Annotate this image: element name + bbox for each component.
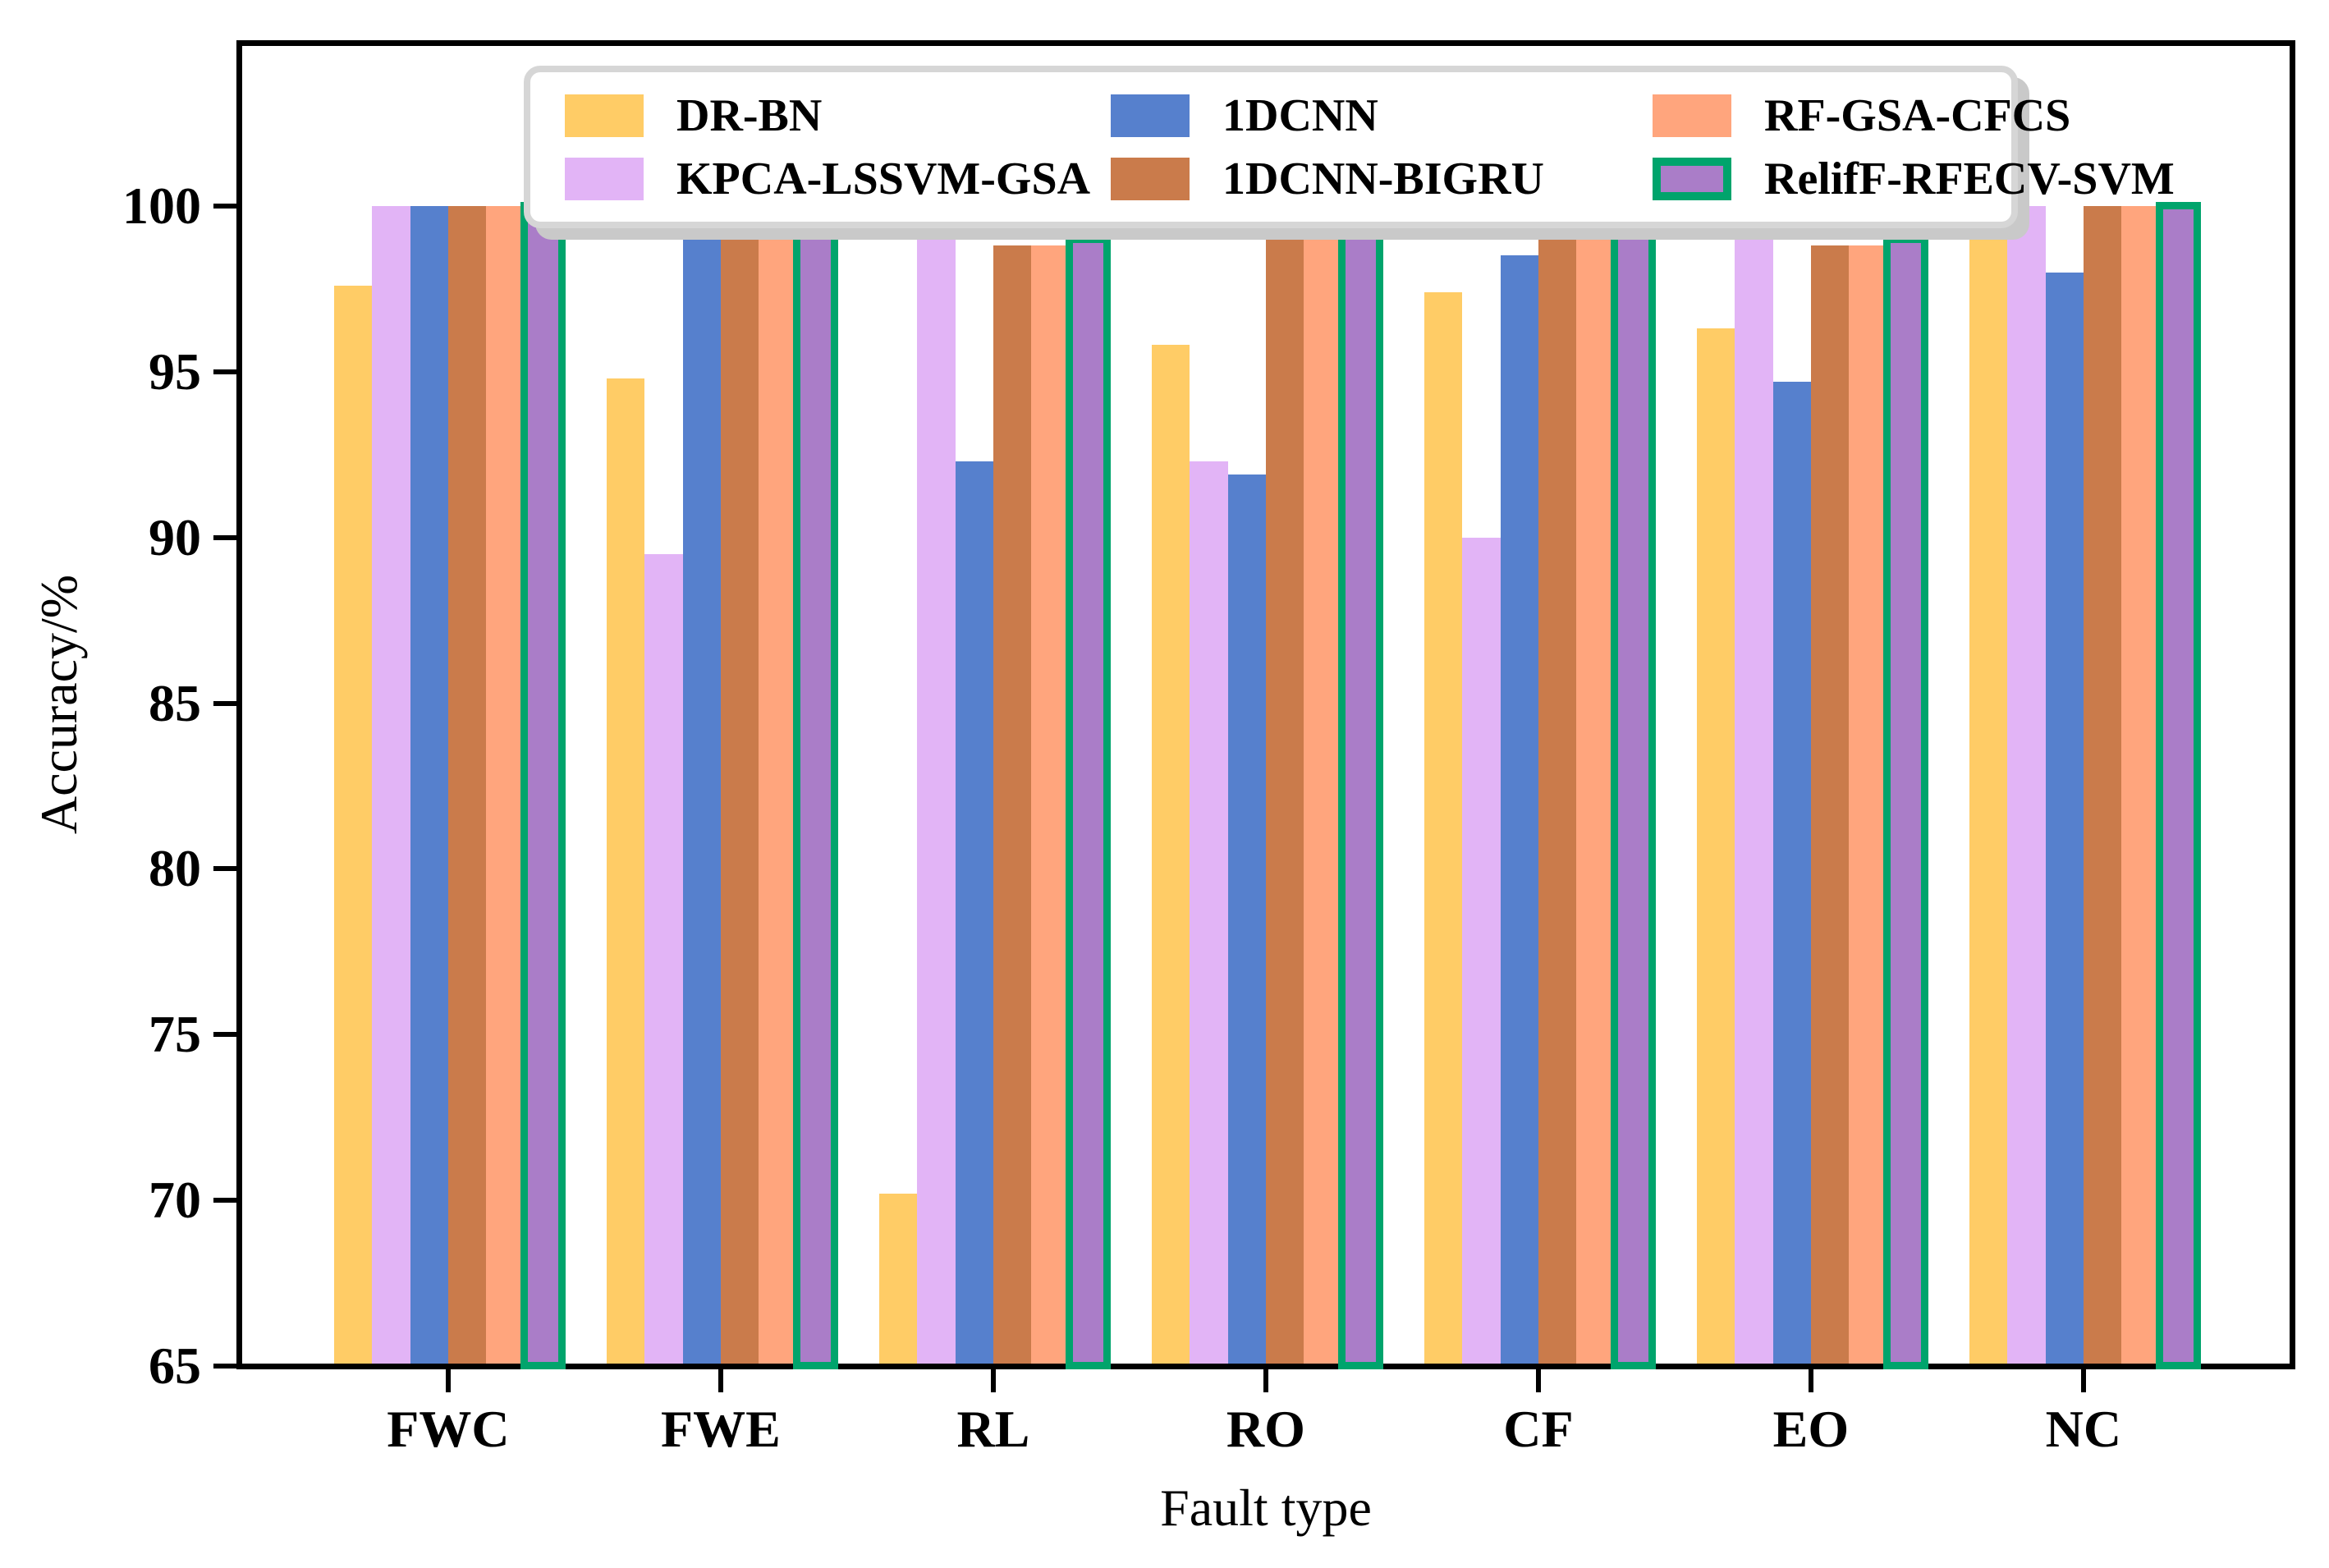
- bar-1dcnn-rl: [955, 461, 993, 1366]
- bar-1dcnn-bigru-ro: [1265, 226, 1304, 1366]
- bar-rf-gsa-cfcs-cf: [1576, 205, 1615, 1366]
- bar-kpca-lssvm-gsa-rl: [917, 205, 956, 1366]
- bar-reliff-rfecv-svm-eo: [1883, 235, 1929, 1370]
- x-tick-mark: [2080, 1369, 2086, 1392]
- legend-swatch-icon: [1111, 94, 1190, 137]
- bar-dr-bn-rl: [879, 1194, 918, 1366]
- x-tick-mark: [1535, 1369, 1541, 1392]
- bar-1dcnn-nc: [2045, 272, 2084, 1366]
- bar-reliff-rfecv-svm-rl: [1066, 235, 1112, 1370]
- bar-reliff-rfecv-svm-ro: [1338, 205, 1384, 1370]
- bar-rf-gsa-cfcs-eo: [1849, 245, 1887, 1366]
- y-tick-mark: [213, 866, 236, 872]
- x-tick-mark: [1263, 1369, 1268, 1392]
- legend-label: 1DCNN-BIGRU: [1222, 153, 1544, 204]
- y-tick-mark: [213, 203, 236, 209]
- y-tick-label: 75: [149, 1005, 201, 1064]
- y-tick-mark: [213, 534, 236, 540]
- bar-1dcnn-ro: [1227, 474, 1266, 1366]
- legend-swatch-icon: [1111, 157, 1190, 200]
- bar-rf-gsa-cfcs-nc: [2121, 205, 2160, 1366]
- bar-1dcnn-eo: [1772, 381, 1811, 1366]
- bar-1dcnn-bigru-nc: [2083, 205, 2122, 1366]
- legend-label: RF-GSA-CFCS: [1764, 89, 2071, 141]
- y-tick-label: 95: [149, 342, 201, 401]
- y-tick-label: 70: [149, 1171, 201, 1230]
- legend-label: 1DCNN: [1222, 89, 1378, 141]
- legend-item-dr-bn: DR-BN: [565, 91, 1111, 140]
- bar-dr-bn-eo: [1697, 328, 1735, 1366]
- legend-swatch-icon: [565, 94, 644, 137]
- y-tick-label: 85: [149, 673, 201, 732]
- bar-1dcnn-bigru-eo: [1810, 245, 1850, 1366]
- bar-rf-gsa-cfcs-fwc: [486, 205, 525, 1366]
- legend-swatch-icon: [1653, 157, 1731, 200]
- bar-1dcnn-fwe: [682, 212, 721, 1366]
- bar-kpca-lssvm-gsa-eo: [1735, 205, 1773, 1366]
- bar-dr-bn-nc: [1969, 239, 2008, 1366]
- x-tick-label-fwe: FWE: [661, 1400, 781, 1458]
- x-tick-mark: [990, 1369, 996, 1392]
- y-tick-mark: [213, 1198, 236, 1204]
- bar-kpca-lssvm-gsa-fwe: [644, 553, 683, 1366]
- y-tick-mark: [213, 700, 236, 706]
- bar-kpca-lssvm-gsa-fwc: [372, 205, 410, 1366]
- x-tick-mark: [1808, 1369, 1813, 1392]
- y-axis-title: Accuracy/%: [30, 574, 88, 835]
- legend-item-1dcnn: 1DCNN: [1111, 91, 1653, 140]
- legend-item-rf-gsa-cfcs: RF-GSA-CFCS: [1653, 91, 2175, 140]
- y-tick-mark: [213, 1032, 236, 1038]
- bar-1dcnn-bigru-cf: [1538, 205, 1577, 1366]
- bar-reliff-rfecv-svm-cf: [1611, 205, 1657, 1370]
- bar-rf-gsa-cfcs-rl: [1031, 245, 1070, 1366]
- x-tick-label-cf: CF: [1503, 1400, 1574, 1458]
- x-tick-label-ro: RO: [1226, 1400, 1305, 1458]
- legend-label: KPCA-LSSVM-GSA: [676, 153, 1091, 204]
- bar-dr-bn-ro: [1152, 345, 1190, 1366]
- bar-rf-gsa-cfcs-ro: [1304, 226, 1342, 1366]
- x-tick-mark: [717, 1369, 723, 1392]
- y-tick-mark: [213, 369, 236, 374]
- x-tick-label-eo: EO: [1772, 1400, 1850, 1458]
- y-tick-label: 65: [149, 1336, 201, 1395]
- x-tick-mark: [445, 1369, 451, 1392]
- bar-rf-gsa-cfcs-fwe: [759, 205, 797, 1366]
- x-tick-label-fwc: FWC: [387, 1400, 510, 1458]
- bar-1dcnn-bigru-fwe: [720, 205, 759, 1366]
- bar-reliff-rfecv-svm-fwe: [793, 202, 839, 1370]
- y-tick-label: 100: [122, 176, 201, 235]
- bar-dr-bn-fwe: [607, 378, 645, 1366]
- bar-dr-bn-cf: [1424, 291, 1463, 1366]
- bar-kpca-lssvm-gsa-cf: [1462, 537, 1501, 1366]
- legend-label: DR-BN: [676, 89, 823, 141]
- legend: DR-BN KPCA-LSSVM-GSA 1DCNN 1DCNN-BIGRU RF-GS…: [524, 66, 2175, 228]
- bar-1dcnn-bigru-fwc: [447, 205, 487, 1366]
- legend-item-kpca-lssvm-gsa: KPCA-LSSVM-GSA: [565, 154, 1111, 204]
- x-tick-label-rl: RL: [956, 1400, 1030, 1458]
- legend-label: RelifF-RFECV-SVM: [1764, 153, 2175, 204]
- bar-reliff-rfecv-svm-fwc: [520, 202, 566, 1370]
- bar-reliff-rfecv-svm-nc: [2156, 202, 2202, 1370]
- y-tick-label: 80: [149, 839, 201, 898]
- bar-kpca-lssvm-gsa-nc: [2007, 205, 2046, 1366]
- y-tick-label: 90: [149, 507, 201, 566]
- legend-swatch-icon: [1653, 94, 1731, 137]
- bar-1dcnn-bigru-rl: [993, 245, 1032, 1366]
- x-tick-label-nc: NC: [2045, 1400, 2122, 1458]
- y-tick-mark: [213, 1364, 236, 1369]
- x-axis-title: Fault type: [1160, 1479, 1372, 1537]
- bar-1dcnn-fwc: [410, 205, 448, 1366]
- legend-item-reliff-rfecv-svm: RelifF-RFECV-SVM: [1653, 154, 2175, 204]
- bar-1dcnn-cf: [1500, 255, 1538, 1366]
- bar-dr-bn-fwc: [334, 285, 373, 1366]
- legend-item-1dcnn-bigru: 1DCNN-BIGRU: [1111, 154, 1653, 204]
- bar-kpca-lssvm-gsa-ro: [1190, 461, 1228, 1366]
- legend-swatch-icon: [565, 157, 644, 200]
